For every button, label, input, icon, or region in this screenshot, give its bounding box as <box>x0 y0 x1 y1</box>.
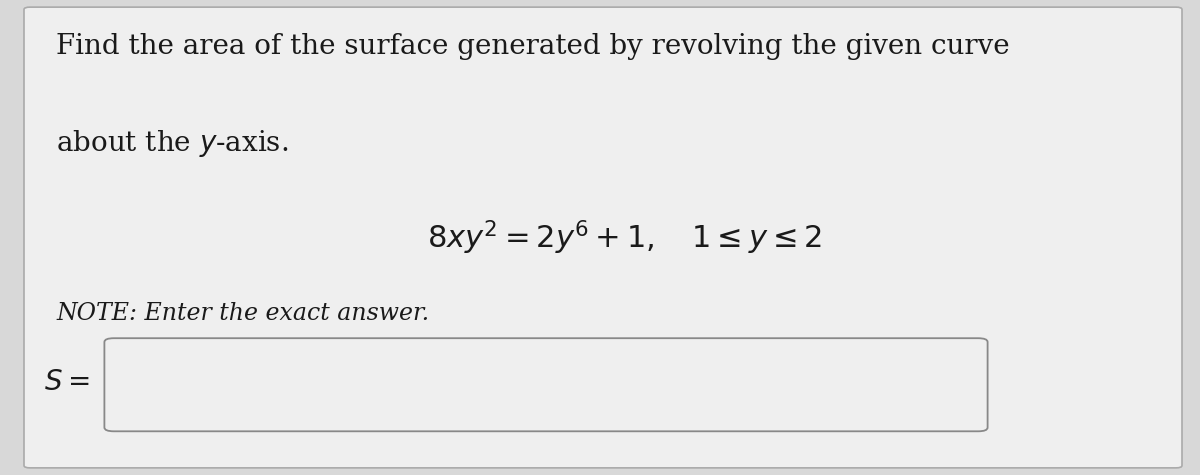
Text: about the $y$-axis.: about the $y$-axis. <box>56 128 289 159</box>
FancyBboxPatch shape <box>24 7 1182 468</box>
Text: $8xy^2 = 2y^6 + 1, \quad 1 \leq y \leq 2$: $8xy^2 = 2y^6 + 1, \quad 1 \leq y \leq 2… <box>426 218 822 257</box>
Text: Find the area of the surface generated by revolving the given curve: Find the area of the surface generated b… <box>56 33 1010 60</box>
FancyBboxPatch shape <box>104 338 988 431</box>
Text: NOTE: Enter the exact answer.: NOTE: Enter the exact answer. <box>56 302 430 324</box>
Text: $S =$: $S =$ <box>44 369 90 396</box>
